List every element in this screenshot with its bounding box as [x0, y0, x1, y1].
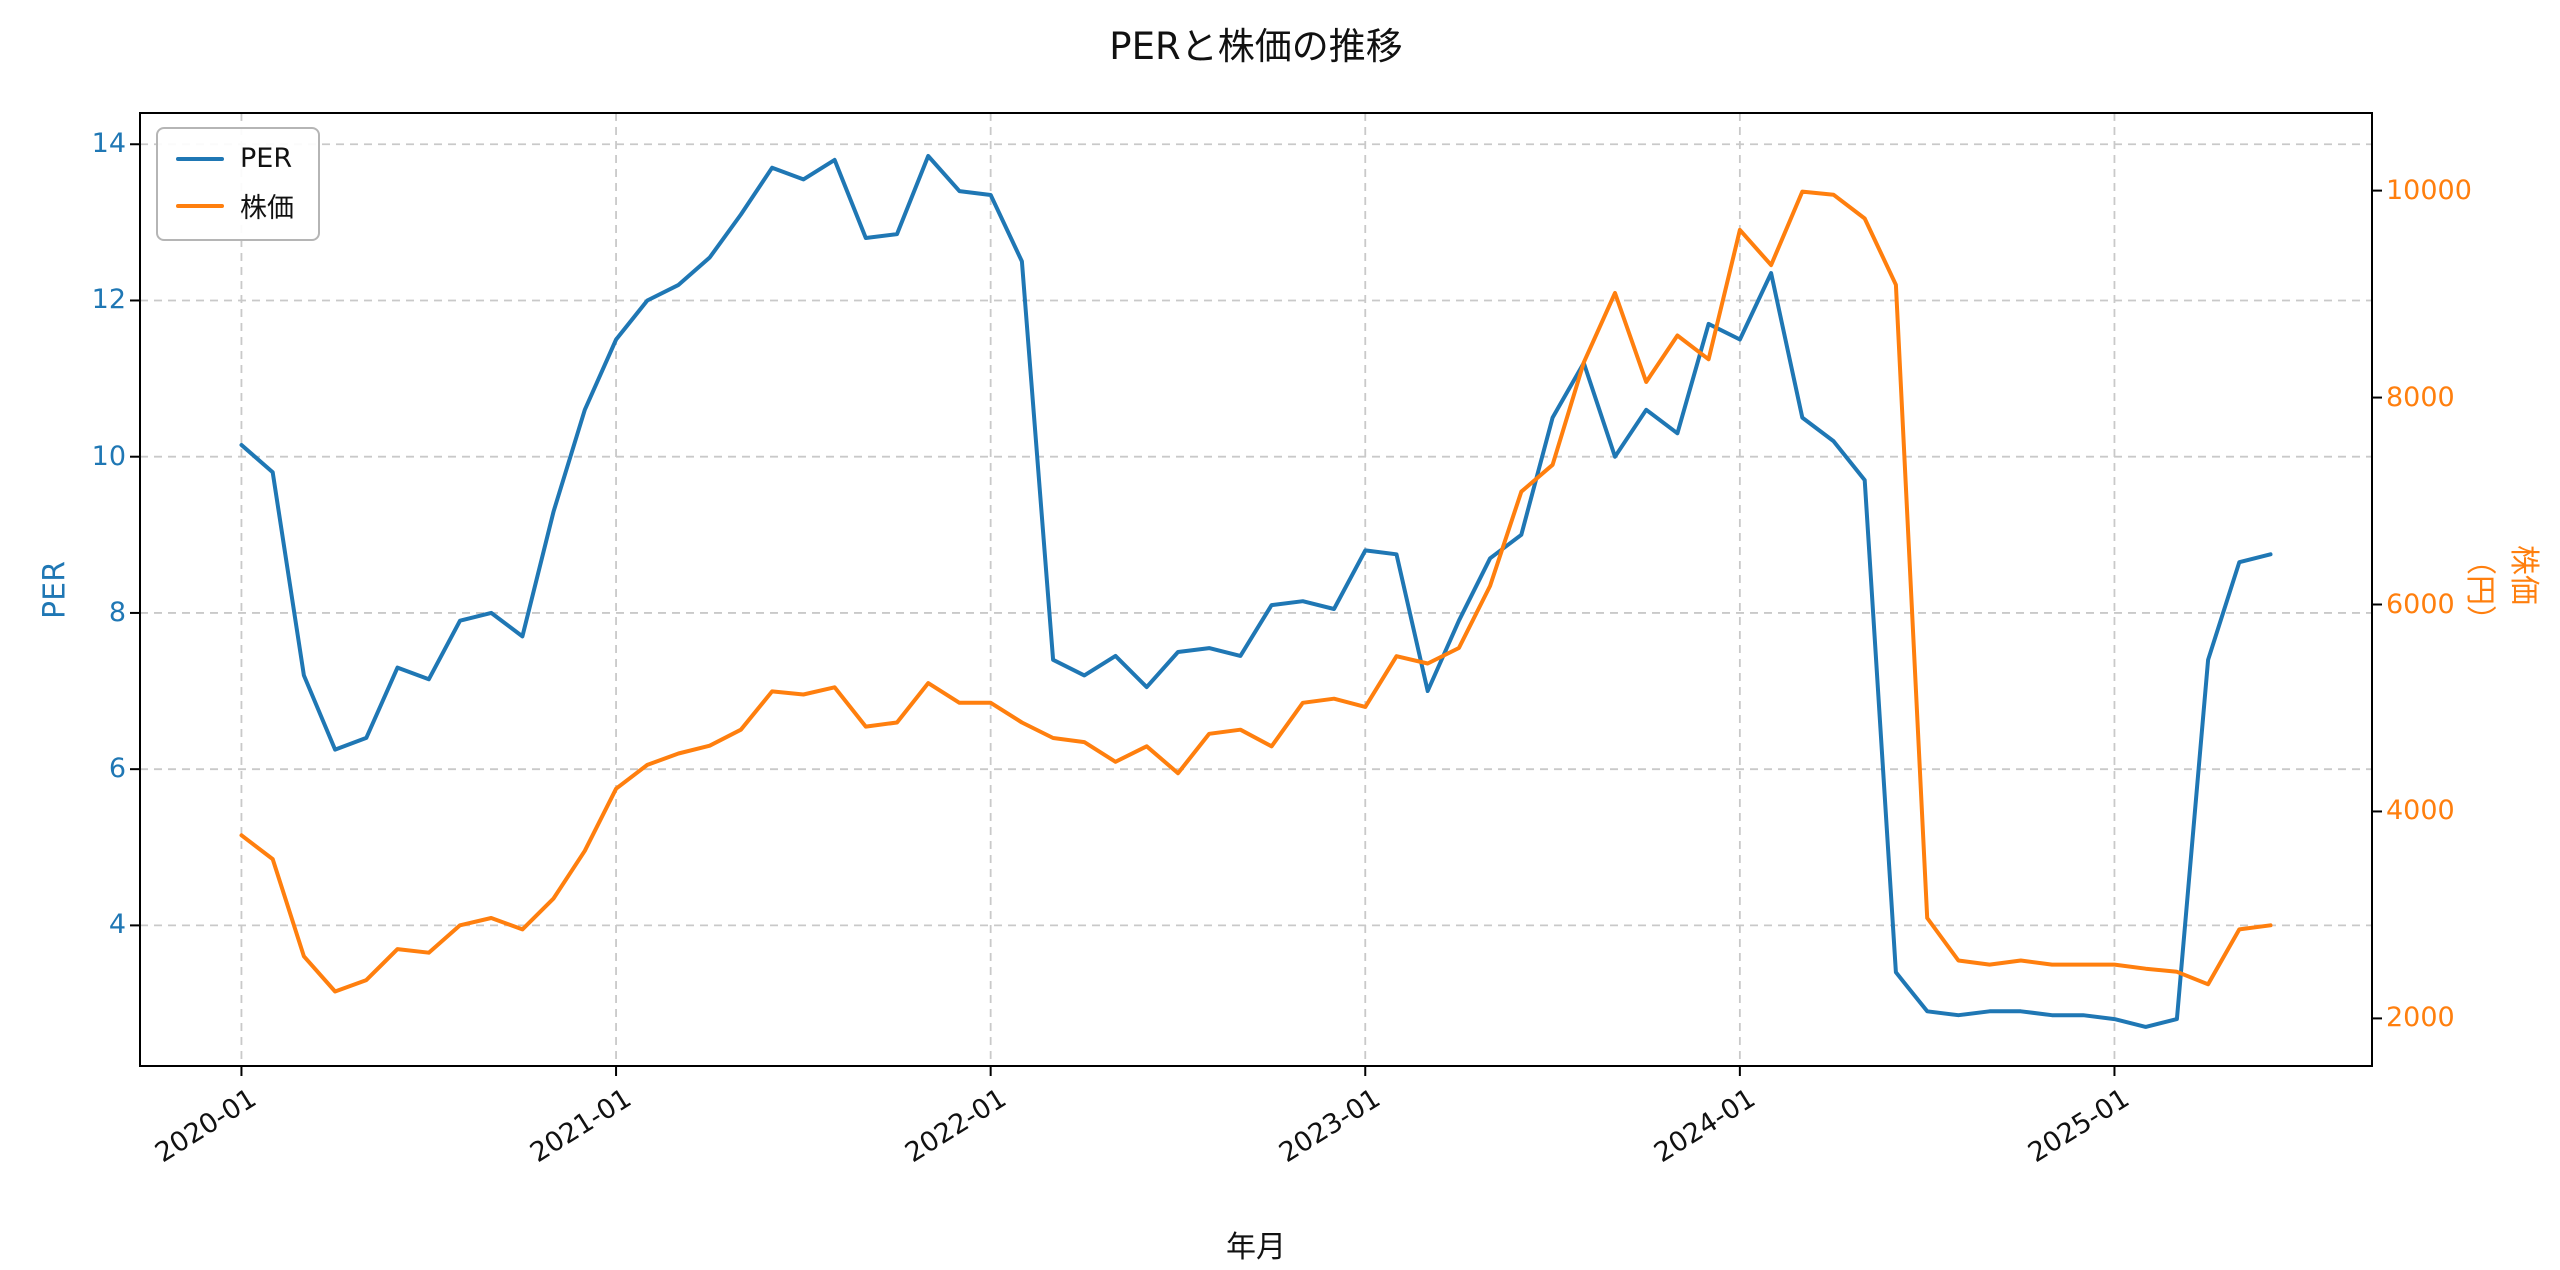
y-right-tick-label: 6000 [2386, 588, 2455, 620]
legend-label-kabuka: 株価 [240, 193, 294, 224]
y-right-tick-label: 2000 [2386, 1002, 2455, 1034]
kabuka-line-sample [176, 203, 224, 208]
legend-item-kabuka: 株価 [176, 186, 294, 225]
plot-border [139, 112, 2373, 1067]
per-line-sample [176, 156, 224, 161]
x-axis-title: 年月 [1226, 1230, 1286, 1265]
y-right-tick-label: 4000 [2386, 795, 2455, 827]
y-left-tick-label: 6 [108, 753, 126, 785]
y-right-tick-label: 8000 [2386, 381, 2455, 413]
chart-title: PERと株価の推移 [1109, 25, 1403, 68]
y-left-tick-label: 4 [108, 909, 126, 941]
y-right-tick-label: 10000 [2386, 174, 2472, 206]
y-left-tick-label: 14 [91, 128, 126, 160]
y-left-tick-label: 12 [91, 284, 126, 316]
y-left-tick-label: 10 [91, 440, 126, 472]
kabuka-series-line [239, 189, 2273, 994]
legend-item-per: PER [176, 143, 294, 174]
legend-label-per: PER [240, 143, 293, 174]
per-series-line [239, 154, 2273, 1029]
y-left-tick-label: 8 [108, 596, 126, 628]
legend: PER 株価 [156, 127, 320, 241]
